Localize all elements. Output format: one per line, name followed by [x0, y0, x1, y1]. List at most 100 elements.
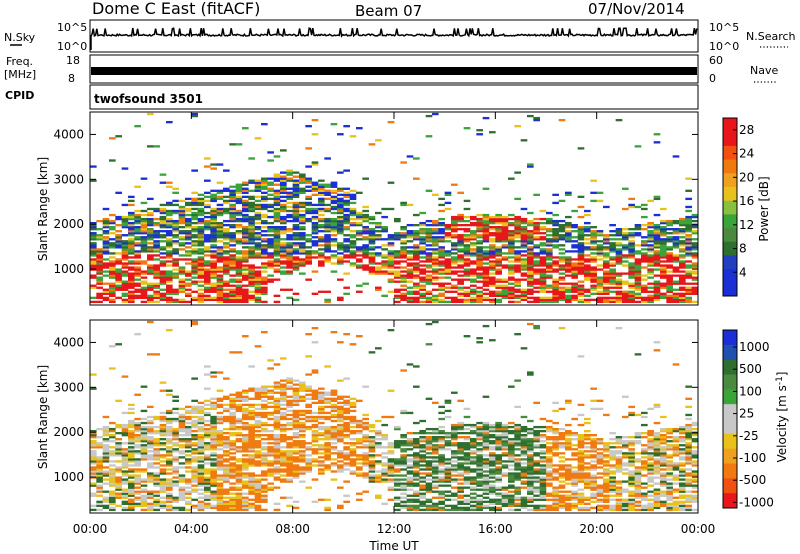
power-cell: [166, 230, 173, 233]
power-cell: [362, 250, 369, 253]
power-cell: [558, 278, 566, 281]
power-cell: [577, 264, 585, 267]
power-cell: [596, 290, 604, 293]
power-cell: [406, 296, 414, 300]
power-cell: [565, 266, 572, 269]
beam-label: Beam 07: [355, 2, 422, 20]
power-cell: [96, 248, 103, 251]
power-cell: [305, 252, 312, 255]
power-cell: [387, 290, 395, 293]
power-cell: [463, 254, 471, 257]
power-cell: [368, 236, 376, 239]
power-cell: [197, 270, 205, 273]
power-cell: [463, 246, 471, 249]
velocity-cell: [210, 454, 217, 457]
power-cell: [134, 254, 141, 257]
velocity-cell: [305, 397, 312, 400]
power-cell: [159, 217, 167, 221]
power-cell: [147, 288, 154, 291]
power-cell: [235, 250, 243, 253]
velocity-cell: [362, 454, 369, 457]
power-cell: [280, 215, 287, 219]
power-cell: [514, 268, 521, 271]
power-cell: [128, 228, 135, 231]
power-cell: [641, 256, 648, 259]
power-cell: [368, 217, 376, 221]
power-cell: [514, 270, 521, 273]
power-cell: [482, 234, 490, 237]
power-cell: [400, 228, 407, 231]
power-cell: [400, 226, 407, 229]
power-cell: [242, 219, 249, 223]
power-cell: [425, 300, 433, 304]
power-cell: [254, 226, 262, 229]
velocity-cell: [242, 476, 249, 479]
power-cell: [166, 286, 173, 289]
velocity-cell: [394, 460, 401, 463]
power-cell: [438, 272, 445, 275]
power-cell: [305, 256, 312, 259]
power-cell: [311, 185, 319, 188]
velocity-cell: [204, 462, 211, 465]
velocity-cell: [375, 462, 382, 465]
power-cell: [590, 238, 597, 241]
power-cell: [343, 244, 350, 247]
power-cell: [159, 264, 167, 267]
power-cell: [280, 185, 287, 188]
velocity-cell: [235, 504, 243, 508]
power-cell: [476, 294, 483, 297]
velocity-cell: [134, 436, 141, 439]
power-cell: [280, 171, 287, 174]
velocity-cell: [362, 446, 369, 449]
velocity-cell: [159, 434, 167, 437]
power-cell: [273, 209, 281, 213]
power-cell: [609, 276, 616, 279]
power-cell: [400, 294, 407, 297]
velocity-cell: [197, 444, 205, 447]
power-cell: [204, 203, 211, 207]
power-cell: [159, 226, 167, 229]
power-cell: [343, 125, 350, 128]
velocity-cell: [134, 452, 141, 455]
power-cell: [343, 246, 350, 249]
power-cell: [533, 300, 540, 304]
velocity-cell: [292, 393, 300, 396]
power-cell: [261, 244, 268, 247]
velocity-cell: [147, 462, 154, 465]
power-cell: [229, 266, 236, 269]
power-cell: [102, 246, 110, 249]
velocity-cell: [121, 452, 129, 455]
power-cell: [166, 254, 173, 257]
power-cell: [482, 246, 490, 249]
velocity-cell: [134, 462, 141, 465]
velocity-cell: [223, 444, 230, 447]
power-cell: [242, 226, 249, 229]
power-cell: [305, 219, 312, 223]
velocity-cell: [368, 478, 376, 481]
velocity-cell: [204, 407, 211, 411]
power-cell: [647, 234, 654, 237]
power-cell: [235, 284, 243, 287]
power-cell: [609, 300, 616, 304]
power-cell: [216, 211, 224, 215]
power-cell: [647, 221, 654, 225]
power-cell: [248, 181, 255, 184]
power-cell: [609, 234, 616, 237]
power-cell: [267, 238, 274, 241]
velocity-cell: [280, 429, 287, 433]
velocity-cell: [387, 480, 395, 483]
power-cell: [666, 282, 673, 285]
velocity-cell: [159, 417, 167, 421]
power-cell: [432, 296, 439, 300]
power-cell: [191, 264, 198, 267]
power-cell: [419, 270, 426, 273]
power-cell: [622, 244, 629, 247]
power-cell: [147, 250, 154, 253]
power-cell: [140, 230, 148, 233]
velocity-cell: [413, 438, 420, 441]
velocity-cell: [248, 417, 255, 421]
power-cell: [134, 244, 141, 247]
power-cell: [432, 221, 439, 225]
power-cell: [337, 209, 344, 213]
power-cell: [514, 230, 521, 233]
